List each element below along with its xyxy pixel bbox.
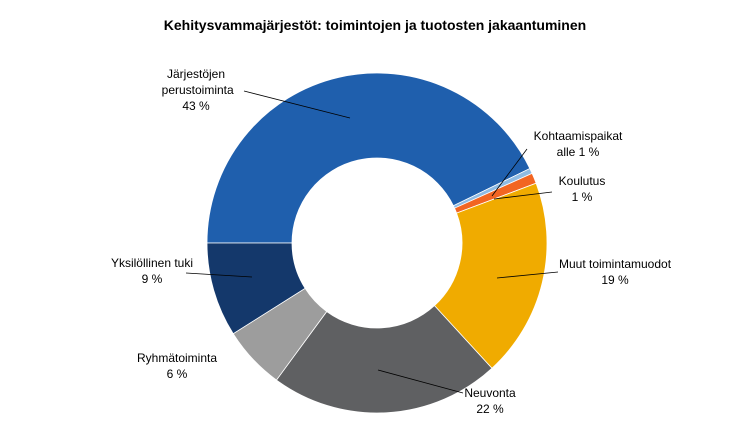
slice-label: Neuvonta	[464, 386, 516, 400]
leader-line	[496, 271, 559, 279]
value-label: 9 %	[142, 272, 163, 286]
donut-slice	[433, 182, 548, 369]
leader-line	[185, 272, 253, 278]
value-label: 19 %	[601, 273, 629, 287]
slice-label: Koulutus	[559, 174, 606, 188]
donut-slice	[206, 72, 531, 244]
donut-slice	[206, 242, 306, 335]
leader-line	[491, 148, 528, 197]
value-label: 22 %	[476, 402, 504, 416]
value-label: 43 %	[182, 99, 210, 113]
value-label: 6 %	[167, 367, 188, 381]
slice-label: Kohtaamispaikat	[534, 129, 623, 143]
slice-label: Järjestöjen perustoiminta	[158, 67, 234, 97]
slice-label: Ryhmätoiminta	[137, 351, 217, 365]
leader-line	[377, 369, 464, 394]
slice-label: Muut toimintamuodot	[559, 257, 672, 271]
value-label: 1 %	[572, 190, 593, 204]
value-label: alle 1 %	[557, 145, 600, 159]
leader-line	[493, 191, 553, 200]
slice-label: Yksilöllinen tuki	[111, 256, 193, 270]
chart-title: Kehitysvammajärjestöt: toimintojen ja tu…	[164, 17, 586, 33]
leader-line	[243, 90, 351, 119]
